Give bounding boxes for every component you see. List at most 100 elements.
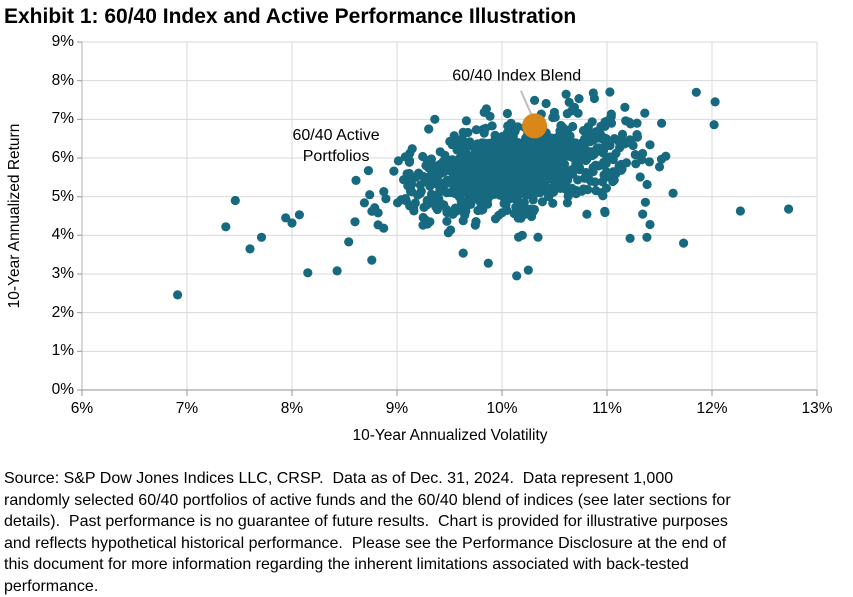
active-portfolio-point <box>551 113 560 122</box>
active-portfolio-point <box>471 217 480 226</box>
x-tick-label: 7% <box>165 399 209 419</box>
active-portfolio-point <box>477 206 486 215</box>
active-portfolio-point <box>563 109 572 118</box>
source-note-line: and reflects hypothetical historical per… <box>4 533 847 555</box>
y-tick-label: 1% <box>28 341 74 361</box>
active-portfolio-point <box>493 177 502 186</box>
active-portfolios-label: 60/40 Active Portfolios <box>293 125 380 167</box>
source-note-line: randomly selected 60/40 portfolios of ac… <box>4 490 847 512</box>
active-portfolio-point <box>445 137 454 146</box>
active-portfolio-point <box>600 207 609 216</box>
active-portfolio-point <box>408 144 417 153</box>
active-portfolio-point <box>568 153 577 162</box>
active-portfolio-point <box>442 217 451 226</box>
active-portfolio-point <box>485 165 494 174</box>
y-axis-title: 10-Year Annualized Return <box>6 66 24 366</box>
active-portfolio-point <box>365 190 374 199</box>
active-portfolio-point <box>499 189 508 198</box>
active-portfolio-point <box>401 194 410 203</box>
active-portfolio-point <box>564 133 573 142</box>
active-portfolio-point <box>692 88 701 97</box>
active-portfolio-point <box>661 152 670 161</box>
active-portfolio-point <box>568 122 577 131</box>
active-portfolio-point <box>448 174 457 183</box>
source-note-line: this document for more information regar… <box>4 554 847 576</box>
active-portfolio-point <box>544 192 553 201</box>
active-portfolio-point <box>555 164 564 173</box>
y-tick-label: 7% <box>28 109 74 129</box>
active-portfolio-point <box>468 195 477 204</box>
active-portfolio-point <box>657 119 666 128</box>
active-portfolio-point <box>231 196 240 205</box>
active-portfolio-point <box>580 134 589 143</box>
active-portfolio-point <box>475 162 484 171</box>
chart-area: 10-Year Annualized Return 10-Year Annual… <box>0 30 853 460</box>
active-portfolio-point <box>520 203 529 212</box>
active-portfolio-point <box>389 167 398 176</box>
y-tick-label: 5% <box>28 187 74 207</box>
x-tick-label: 12% <box>690 399 734 419</box>
source-note: Source: S&P Dow Jones Indices LLC, CRSP.… <box>0 460 853 597</box>
active-portfolio-point <box>574 94 583 103</box>
active-portfolio-point <box>448 210 457 219</box>
x-tick-label: 10% <box>480 399 524 419</box>
active-portfolio-point <box>221 222 230 231</box>
active-portfolio-point <box>505 153 514 162</box>
active-portfolio-point <box>257 233 266 242</box>
active-portfolio-point <box>514 213 523 222</box>
active-portfolio-point <box>508 142 517 151</box>
active-portfolio-point <box>459 216 468 225</box>
active-portfolio-point <box>462 177 471 186</box>
x-tick-label: 11% <box>585 399 629 419</box>
active-portfolio-point <box>442 188 451 197</box>
active-portfolio-point <box>567 184 576 193</box>
active-portfolio-point <box>491 214 500 223</box>
y-tick-label: 2% <box>28 303 74 323</box>
active-portfolio-point <box>510 194 519 203</box>
active-portfolio-point <box>462 116 471 125</box>
active-portfolio-point <box>605 87 614 96</box>
active-portfolio-point <box>459 128 468 137</box>
active-portfolio-point <box>451 189 460 198</box>
active-portfolio-point <box>631 159 640 168</box>
active-portfolio-point <box>427 190 436 199</box>
active-portfolio-point <box>710 120 719 129</box>
active-portfolio-point <box>360 198 369 207</box>
active-portfolio-point <box>641 198 650 207</box>
active-portfolio-point <box>617 166 626 175</box>
active-portfolio-point <box>344 237 353 246</box>
active-portfolio-point <box>570 103 579 112</box>
x-tick-label: 9% <box>375 399 419 419</box>
active-portfolio-point <box>530 96 539 105</box>
active-portfolio-point <box>537 144 546 153</box>
active-portfolio-point <box>589 88 598 97</box>
active-portfolio-point <box>465 137 474 146</box>
active-portfolio-point <box>173 290 182 299</box>
active-portfolio-point <box>460 204 469 213</box>
active-portfolio-point <box>364 166 373 175</box>
active-portfolio-point <box>614 137 623 146</box>
active-portfolio-point <box>784 204 793 213</box>
active-portfolio-point <box>505 163 514 172</box>
active-portfolio-point <box>405 156 414 165</box>
active-portfolio-point <box>600 159 609 168</box>
active-portfolio-point <box>711 97 720 106</box>
active-portfolio-point <box>631 150 640 159</box>
active-portfolio-point <box>411 198 420 207</box>
active-portfolio-point <box>407 180 416 189</box>
active-portfolio-point <box>495 135 504 144</box>
active-portfolio-point <box>607 111 616 120</box>
active-portfolio-point <box>456 161 465 170</box>
active-portfolio-point <box>679 239 688 248</box>
active-portfolio-point <box>554 140 563 149</box>
active-portfolio-point <box>533 233 542 242</box>
active-portfolio-point <box>625 118 634 127</box>
active-portfolio-point <box>333 266 342 275</box>
active-portfolio-point <box>374 220 383 229</box>
x-tick-label: 8% <box>270 399 314 419</box>
active-portfolio-point <box>645 220 654 229</box>
active-portfolio-point <box>562 90 571 99</box>
active-portfolio-point <box>584 174 593 183</box>
active-portfolio-point <box>459 186 468 195</box>
active-portfolio-point <box>524 152 533 161</box>
